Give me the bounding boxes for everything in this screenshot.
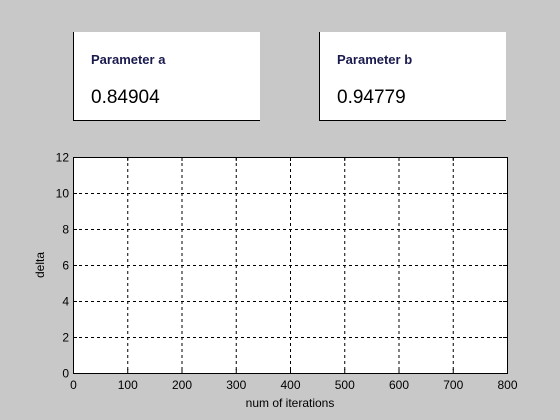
y-tick-label: 0 [62,367,69,381]
x-tick-label: 700 [443,378,463,392]
x-tick-label: 100 [118,378,138,392]
y-tick-label: 8 [62,223,69,237]
parameter-a-value: 0.84904 [91,87,160,108]
x-tick-label: 500 [335,378,355,392]
y-tick-label: 12 [56,151,70,165]
y-tick-label: 6 [62,259,69,273]
x-tick-label: 200 [172,378,192,392]
y-tick-label: 2 [62,331,69,345]
y-tick-label: 10 [56,187,70,201]
x-tick-label: 800 [497,378,517,392]
parameter-b-panel: Parameter b 0.94779 [319,32,506,121]
parameter-b-value: 0.94779 [337,87,406,108]
parameter-a-label: Parameter a [91,52,166,67]
x-axis-label: num of iterations [246,396,335,410]
x-tick-label: 300 [226,378,246,392]
x-tick-label: 0 [70,378,77,392]
parameter-b-label: Parameter b [337,52,413,67]
y-axis-label: delta [33,252,47,278]
y-tick-label: 4 [62,295,69,309]
x-tick-label: 400 [280,378,300,392]
x-tick-label: 600 [389,378,409,392]
parameter-a-panel: Parameter a 0.84904 [73,32,260,121]
